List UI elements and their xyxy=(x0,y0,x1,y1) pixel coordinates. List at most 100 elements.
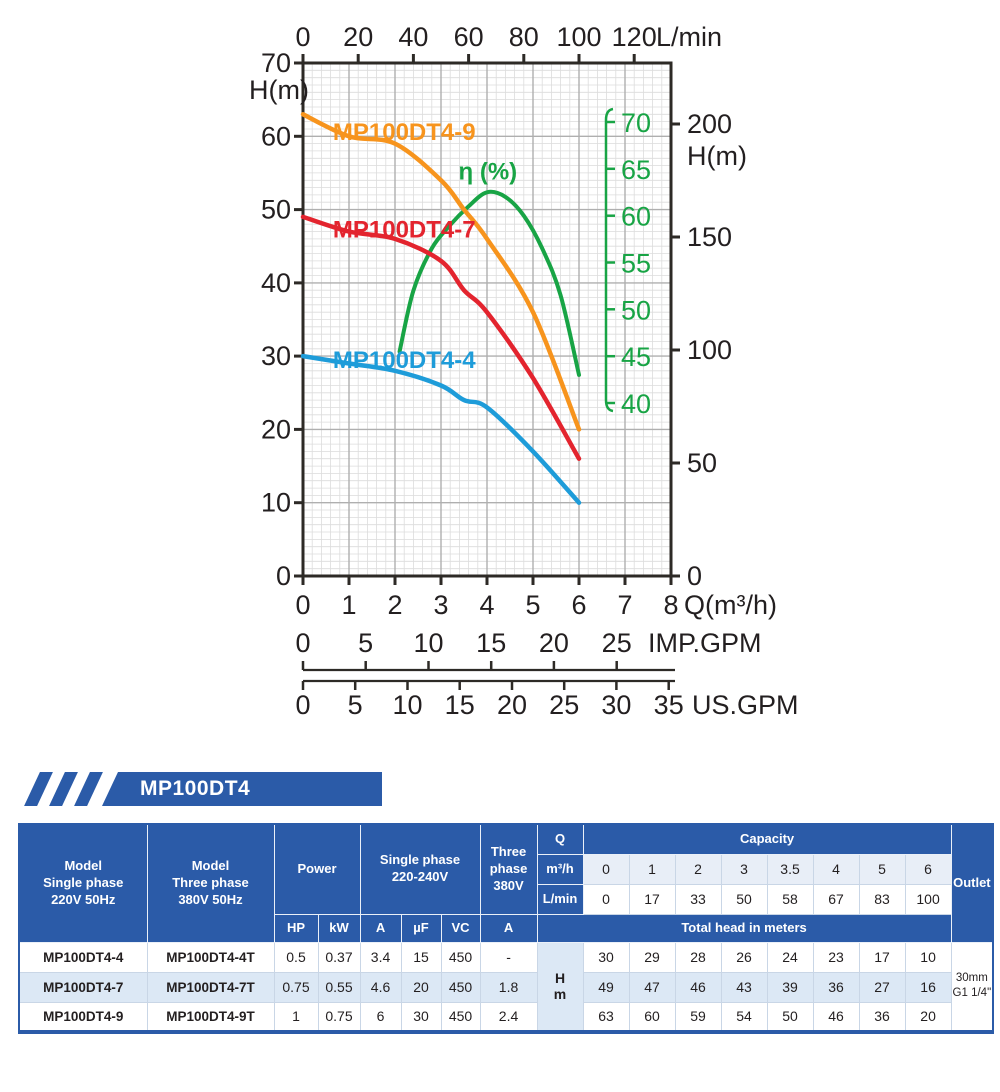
svg-text:IMP.GPM: IMP.GPM xyxy=(648,628,762,658)
head-unit-cell: H m xyxy=(536,941,584,1033)
svg-text:2: 2 xyxy=(387,590,402,620)
col-header-power: Power xyxy=(273,823,361,915)
amp-value: 6 xyxy=(359,1001,402,1033)
svg-text:60: 60 xyxy=(621,202,651,232)
sub-header-a3: A xyxy=(479,913,538,943)
pump-performance-chart: 0 20 40 60 80 100 120 L/min 0 10 20 30 40 50 60 70 H(m) 0… xyxy=(249,22,799,720)
svg-text:20: 20 xyxy=(261,414,291,444)
svg-text:5: 5 xyxy=(348,690,363,720)
curve-mp100dt4-9 xyxy=(300,112,582,432)
svg-text:100: 100 xyxy=(556,22,601,52)
head-value: 46 xyxy=(674,971,722,1003)
capacity-m3h-value: 2 xyxy=(674,853,722,885)
svg-text:0: 0 xyxy=(295,628,310,658)
svg-text:15: 15 xyxy=(476,628,506,658)
capacity-lmin-value: 0 xyxy=(582,883,630,915)
curve-mp100dt4-4 xyxy=(300,353,582,505)
outlet-value: 30mm G1 1/4" xyxy=(950,941,994,1033)
head-value: 26 xyxy=(720,941,768,973)
imp-gpm-scale: 0 5 10 15 20 25 IMP.GPM xyxy=(295,628,762,672)
svg-text:5: 5 xyxy=(525,590,540,620)
hp-value: 0.5 xyxy=(273,941,319,973)
model-name: MP100DT4-9T xyxy=(146,1001,275,1033)
svg-text:8: 8 xyxy=(663,590,678,620)
svg-text:1: 1 xyxy=(341,590,356,620)
efficiency-curve xyxy=(397,189,581,377)
col-header-single-phase: Single phase 220-240V xyxy=(359,823,481,915)
section-title: MP100DT4 xyxy=(140,777,251,800)
head-value: 27 xyxy=(858,971,906,1003)
head-value: 63 xyxy=(582,1001,630,1033)
efficiency-axis: 40 45 50 55 60 65 70 xyxy=(604,107,651,419)
amp3-value: 2.4 xyxy=(479,1001,538,1033)
svg-text:0: 0 xyxy=(295,22,310,52)
svg-text:10: 10 xyxy=(392,690,422,720)
sub-header-hp: HP xyxy=(273,913,319,943)
sub-header-kw: kW xyxy=(317,913,361,943)
svg-text:100: 100 xyxy=(687,335,732,365)
head-value: 54 xyxy=(720,1001,768,1033)
svg-text:US.GPM: US.GPM xyxy=(692,690,799,720)
svg-text:50: 50 xyxy=(621,295,651,325)
band-stripe xyxy=(74,772,103,806)
svg-text:40: 40 xyxy=(621,389,651,419)
capacity-m3h-value: 6 xyxy=(904,853,952,885)
svg-text:70: 70 xyxy=(621,108,651,138)
svg-text:150: 150 xyxy=(687,222,732,252)
capacity-m3h-value: 1 xyxy=(628,853,676,885)
amp-value: 3.4 xyxy=(359,941,402,973)
capacity-m3h-value: 3.5 xyxy=(766,853,814,885)
head-value: 39 xyxy=(766,971,814,1003)
head-value: 50 xyxy=(766,1001,814,1033)
band-stripe xyxy=(24,772,53,806)
svg-text:20: 20 xyxy=(539,628,569,658)
sub-header-a: A xyxy=(359,913,402,943)
us-gpm-scale: 0 5 10 15 20 25 30 35 US.GPM xyxy=(295,679,799,720)
svg-text:20: 20 xyxy=(343,22,373,52)
vc-value: 450 xyxy=(440,1001,481,1033)
sub-header-vc: VC xyxy=(440,913,481,943)
model-name: MP100DT4-7 xyxy=(18,971,148,1003)
hp-value: 1 xyxy=(273,1001,319,1033)
head-value: 24 xyxy=(766,941,814,973)
capacity-m3h-value: 4 xyxy=(812,853,860,885)
col-header-model-three: Model Three phase 380V 50Hz xyxy=(146,823,275,943)
capacity-lmin-value: 50 xyxy=(720,883,768,915)
section-title-band: MP100DT4 xyxy=(18,772,382,806)
head-value: 17 xyxy=(858,941,906,973)
amp-value: 4.6 xyxy=(359,971,402,1003)
svg-text:3: 3 xyxy=(433,590,448,620)
top-axis: 0 20 40 60 80 100 120 L/min xyxy=(295,22,722,63)
kw-value: 0.37 xyxy=(317,941,361,973)
svg-text:H(m): H(m) xyxy=(249,75,309,105)
capacity-lmin-value: 33 xyxy=(674,883,722,915)
svg-text:7: 7 xyxy=(617,590,632,620)
specification-table: Model Single phase 220V 50Hz Model Three… xyxy=(18,823,995,1034)
col-header-three-phase: Three phase 380V xyxy=(479,823,538,915)
model-name: MP100DT4-9 xyxy=(18,1001,148,1033)
vc-value: 450 xyxy=(440,941,481,973)
svg-text:5: 5 xyxy=(358,628,373,658)
left-axis: 0 10 20 30 40 50 60 70H(m) xyxy=(249,48,309,591)
uf-value: 20 xyxy=(400,971,442,1003)
band-block xyxy=(102,772,382,806)
band-stripe xyxy=(49,772,78,806)
grid-major xyxy=(303,63,671,576)
head-value: 23 xyxy=(812,941,860,973)
head-value: 30 xyxy=(582,941,630,973)
svg-text:70: 70 xyxy=(261,48,291,78)
svg-text:0: 0 xyxy=(295,590,310,620)
svg-text:60: 60 xyxy=(261,121,291,151)
head-value: 29 xyxy=(628,941,676,973)
row-label-m3h: m³/h xyxy=(536,853,584,885)
svg-text:0: 0 xyxy=(687,561,702,591)
svg-text:25: 25 xyxy=(602,628,632,658)
svg-text:65: 65 xyxy=(621,155,651,185)
head-value: 46 xyxy=(812,1001,860,1033)
svg-text:MP100DT4-4: MP100DT4-4 xyxy=(333,347,476,374)
uf-value: 15 xyxy=(400,941,442,973)
svg-text:20: 20 xyxy=(497,690,527,720)
head-value: 36 xyxy=(858,1001,906,1033)
amp3-value: - xyxy=(479,941,538,973)
